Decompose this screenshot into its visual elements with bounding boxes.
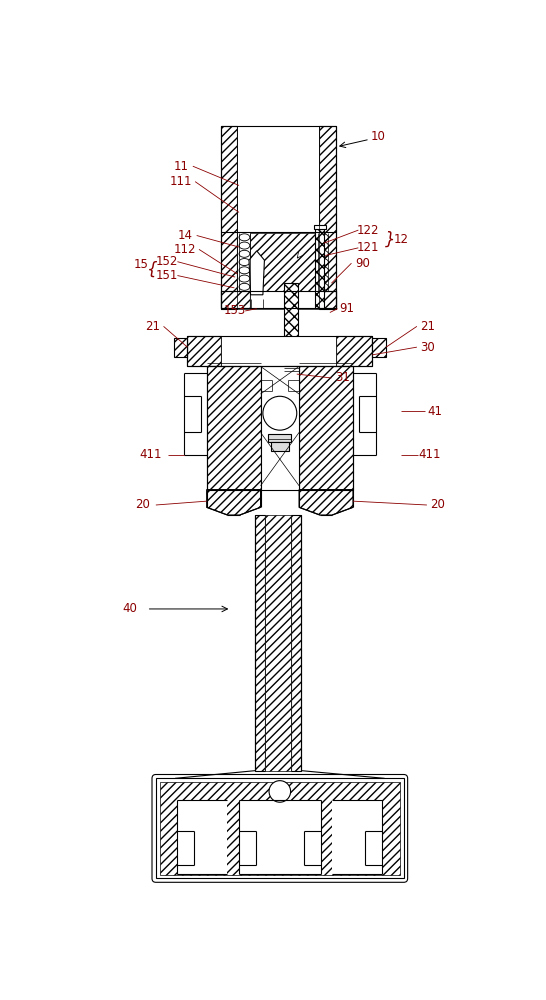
FancyBboxPatch shape — [238, 126, 319, 309]
Polygon shape — [187, 336, 221, 366]
Text: 111: 111 — [170, 175, 193, 188]
Circle shape — [263, 396, 297, 430]
Text: 153: 153 — [224, 304, 246, 317]
Text: 20: 20 — [135, 498, 150, 512]
FancyBboxPatch shape — [250, 291, 318, 308]
Text: 91: 91 — [339, 302, 354, 315]
Polygon shape — [318, 291, 336, 308]
Polygon shape — [336, 336, 372, 366]
Text: 122: 122 — [357, 224, 379, 237]
Text: 151: 151 — [156, 269, 178, 282]
FancyBboxPatch shape — [260, 366, 299, 490]
Circle shape — [269, 781, 290, 802]
Polygon shape — [221, 291, 250, 308]
FancyBboxPatch shape — [268, 434, 292, 442]
FancyBboxPatch shape — [332, 800, 382, 874]
Polygon shape — [315, 229, 324, 308]
Text: 152: 152 — [156, 255, 178, 268]
Text: {: { — [147, 260, 158, 278]
Text: 41: 41 — [428, 405, 443, 418]
Text: 411: 411 — [419, 448, 441, 461]
Text: 90: 90 — [355, 257, 370, 270]
Text: 21: 21 — [420, 320, 435, 333]
Text: 21: 21 — [145, 320, 161, 333]
Text: 12: 12 — [393, 233, 408, 246]
Polygon shape — [207, 366, 260, 490]
Polygon shape — [292, 515, 301, 771]
Polygon shape — [299, 366, 353, 490]
Polygon shape — [284, 366, 299, 374]
FancyBboxPatch shape — [314, 225, 326, 229]
Polygon shape — [372, 338, 386, 357]
Text: 121: 121 — [357, 241, 379, 254]
Polygon shape — [265, 515, 292, 771]
Text: 40: 40 — [122, 602, 137, 615]
Text: 20: 20 — [430, 498, 445, 512]
Text: 11: 11 — [174, 160, 189, 173]
Polygon shape — [221, 126, 238, 309]
FancyBboxPatch shape — [221, 336, 336, 366]
Polygon shape — [284, 283, 298, 355]
Text: 30: 30 — [420, 341, 435, 354]
Polygon shape — [255, 515, 265, 771]
Text: 411: 411 — [139, 448, 162, 461]
Polygon shape — [299, 490, 353, 515]
Text: 31: 31 — [336, 371, 351, 384]
Polygon shape — [160, 782, 400, 875]
Polygon shape — [174, 338, 187, 357]
FancyBboxPatch shape — [239, 800, 321, 874]
Polygon shape — [319, 126, 336, 309]
Text: 112: 112 — [174, 243, 197, 256]
Polygon shape — [207, 490, 260, 515]
FancyBboxPatch shape — [177, 800, 228, 874]
Text: 10: 10 — [370, 130, 385, 143]
Text: 15: 15 — [134, 258, 149, 271]
Polygon shape — [249, 251, 264, 295]
Text: 14: 14 — [177, 229, 193, 242]
FancyBboxPatch shape — [285, 355, 298, 366]
FancyBboxPatch shape — [271, 442, 289, 451]
Polygon shape — [250, 233, 318, 291]
Text: }: } — [384, 230, 395, 248]
